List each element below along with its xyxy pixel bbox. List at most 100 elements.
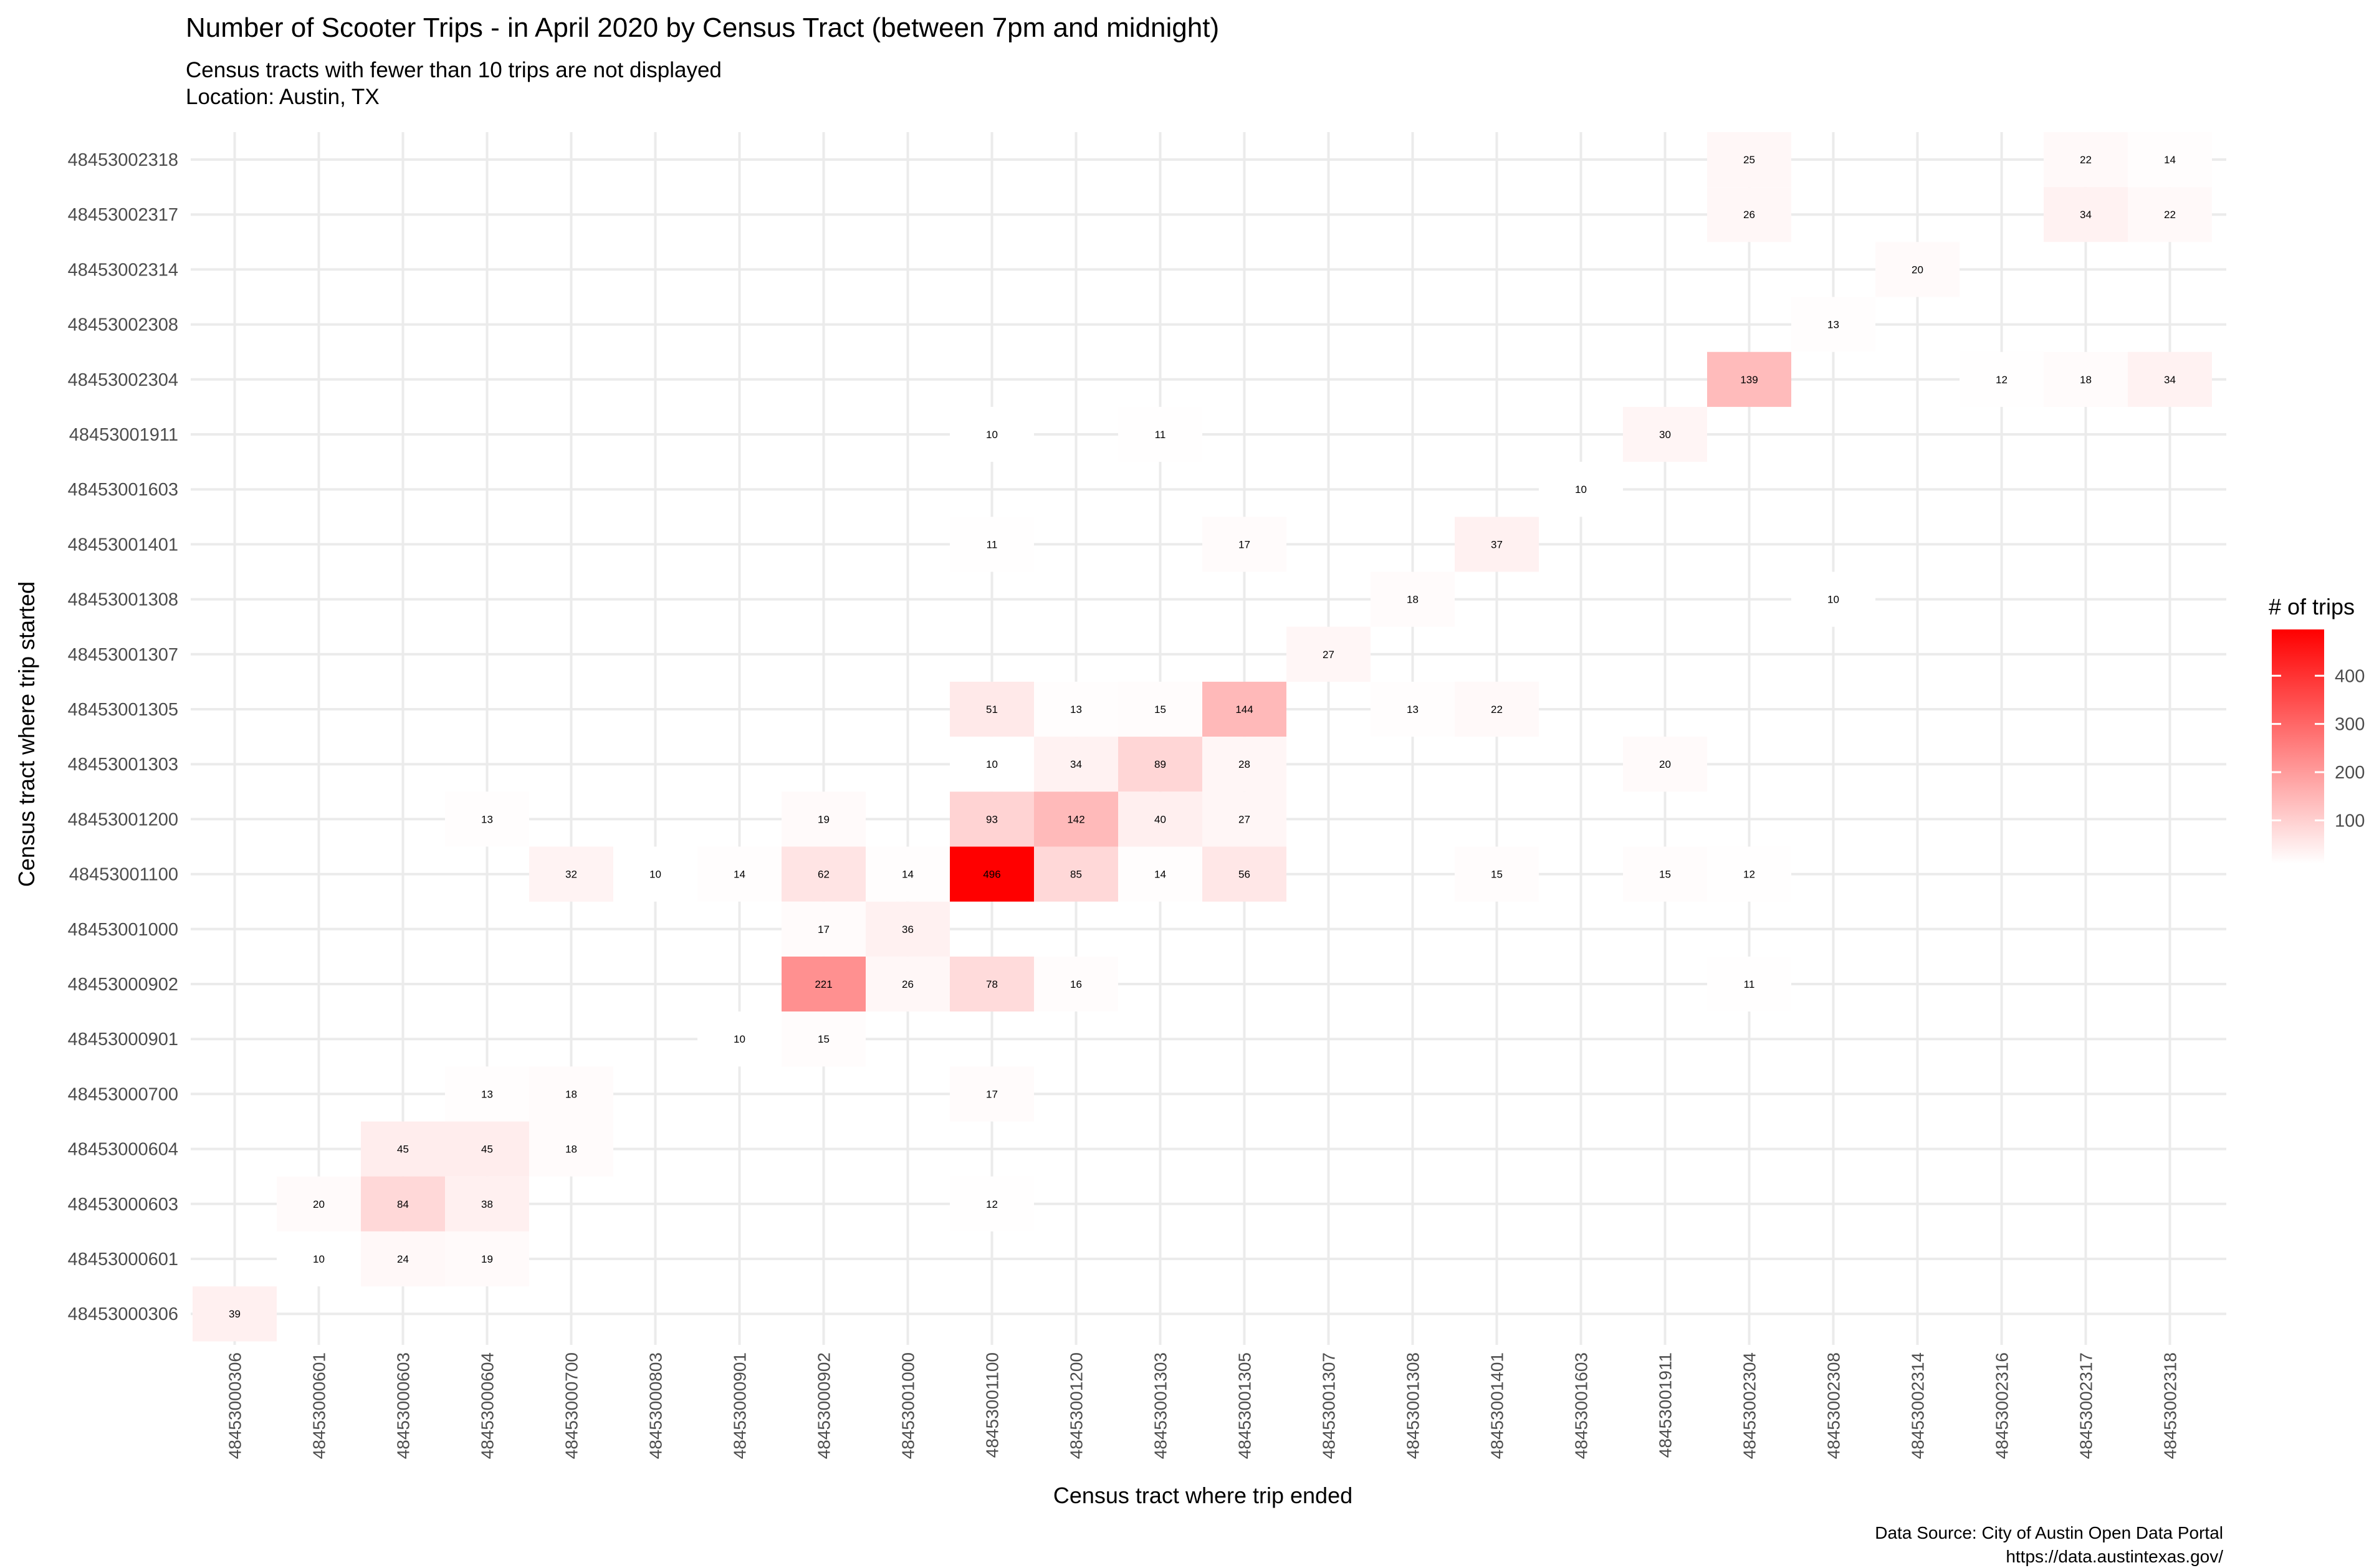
cell-value-label: 18 <box>565 1088 577 1100</box>
cell-value-label: 221 <box>815 978 832 990</box>
color-legend: # of trips 100 200 300 400 <box>2269 594 2365 864</box>
heatmap-cell <box>1960 351 2044 407</box>
heatmap-cells <box>193 131 2212 1342</box>
cell-value-label: 11 <box>1744 978 1755 990</box>
cell-value-label: 18 <box>2080 374 2092 386</box>
cell-value-label: 27 <box>1323 649 1334 661</box>
cell-value-label: 51 <box>986 704 998 715</box>
heatmap-cell <box>529 1121 613 1177</box>
cell-value-label: 89 <box>1154 758 1166 770</box>
cell-value-label: 15 <box>818 1033 830 1045</box>
heatmap-cell <box>1118 406 1202 462</box>
heatmap-cell <box>1202 846 1286 902</box>
cell-value-label: 22 <box>2080 154 2092 166</box>
heatmap-cell <box>1034 956 1118 1012</box>
heatmap-cell <box>866 956 950 1012</box>
cell-value-label: 36 <box>902 924 914 935</box>
cell-value-label: 14 <box>734 869 745 881</box>
heatmap-cell <box>950 681 1034 737</box>
y-tick-label: 48453001305 <box>68 700 178 720</box>
x-tick-label: 48453001911 <box>1656 1352 1675 1458</box>
cell-value-label: 10 <box>313 1253 325 1265</box>
heatmap-cell <box>529 1066 613 1122</box>
x-tick-label: 48453001401 <box>1488 1352 1507 1459</box>
heatmap-cell <box>1875 242 1960 297</box>
cell-value-label: 93 <box>986 813 998 825</box>
cell-value-label: 13 <box>1827 319 1839 331</box>
caption-source: Data Source: City of Austin Open Data Po… <box>1875 1523 2223 1542</box>
cell-value-label: 10 <box>1827 594 1839 606</box>
cell-value-label: 28 <box>1238 758 1250 770</box>
cell-value-label: 62 <box>818 869 830 881</box>
heatmap-cell <box>782 791 866 847</box>
heatmap-cell <box>1455 681 1539 737</box>
heatmap-cell <box>445 1121 529 1177</box>
x-tick-label: 48453000803 <box>646 1352 666 1459</box>
cell-value-label: 20 <box>313 1198 325 1210</box>
cell-value-label: 11 <box>1155 429 1166 441</box>
cell-value-label: 78 <box>986 978 998 990</box>
legend-tick-label: 300 <box>2335 715 2365 735</box>
cell-value-label: 14 <box>1154 869 1166 881</box>
x-tick-label: 48453001603 <box>1572 1352 1591 1459</box>
y-tick-label: 48453000700 <box>68 1084 178 1104</box>
x-tick-label: 48453002304 <box>1740 1352 1759 1459</box>
heatmap-cell <box>782 956 866 1012</box>
heatmap-cell <box>1623 406 1707 462</box>
cell-value-label: 85 <box>1070 869 1082 881</box>
heatmap-cell <box>361 1176 445 1231</box>
heatmap-cell <box>1034 791 1118 847</box>
cell-value-label: 10 <box>986 429 998 441</box>
heatmap-cell <box>1034 846 1118 902</box>
heatmap-cell <box>1118 681 1202 737</box>
y-tick-label: 48453001401 <box>68 535 178 555</box>
heatmap-cell <box>613 846 697 902</box>
cell-value-label: 20 <box>1912 264 1923 275</box>
heatmap-cell <box>1791 297 1875 352</box>
x-axis-title: Census tract where trip ended <box>1053 1483 1352 1508</box>
cell-value-label: 19 <box>818 813 830 825</box>
cell-value-label: 13 <box>481 1088 493 1100</box>
heatmap-cell <box>1034 737 1118 792</box>
cell-value-label: 26 <box>1743 209 1755 221</box>
y-tick-label: 48453000901 <box>68 1030 178 1049</box>
legend-tick-label: 100 <box>2335 811 2365 831</box>
cell-value-label: 13 <box>1407 704 1419 715</box>
legend-ticks: 100 200 300 400 <box>2272 666 2365 831</box>
heatmap-cell <box>1707 846 1791 902</box>
cell-value-label: 20 <box>1659 758 1671 770</box>
cell-value-label: 27 <box>1238 813 1250 825</box>
heatmap-cell <box>277 1231 361 1287</box>
x-tick-label: 48453002314 <box>1908 1352 1928 1459</box>
heatmap-cell <box>1455 846 1539 902</box>
heatmap-cell <box>445 1231 529 1287</box>
chart-subtitle-line-2: Location: Austin, TX <box>186 85 380 109</box>
heatmap-cell <box>1455 517 1539 572</box>
x-tick-label: 48453001307 <box>1319 1352 1339 1459</box>
heatmap-cell <box>2128 131 2212 188</box>
cell-value-label: 17 <box>1238 538 1250 550</box>
chart-title: Number of Scooter Trips - in April 2020 … <box>186 12 1219 43</box>
x-tick-label: 48453002318 <box>2161 1352 2180 1459</box>
y-tick-label: 48453000306 <box>68 1304 178 1324</box>
heatmap-cell <box>1707 187 1791 242</box>
x-axis-ticks: 48453000306 48453000601 48453000603 4845300… <box>226 1352 2180 1459</box>
heatmap-cell <box>782 846 866 902</box>
y-tick-label: 48453000603 <box>68 1195 178 1215</box>
heatmap-cell <box>782 901 866 957</box>
cell-value-label: 18 <box>565 1144 577 1155</box>
heatmap-cell <box>361 1121 445 1177</box>
cell-value-label: 24 <box>397 1253 409 1265</box>
heatmap-cell <box>1118 791 1202 847</box>
cell-value-label: 39 <box>229 1308 241 1320</box>
heatmap-cell <box>950 956 1034 1012</box>
heatmap-cell <box>445 791 529 847</box>
heatmap-cell <box>1286 626 1371 682</box>
heatmap-cell <box>445 1176 529 1231</box>
cell-value-label: 34 <box>2164 374 2176 386</box>
heatmap-cell <box>2044 351 2128 407</box>
heatmap-cell <box>1118 737 1202 792</box>
heatmap-cell <box>950 406 1034 462</box>
cell-value-label: 25 <box>1743 154 1755 166</box>
heatmap-cell <box>1707 956 1791 1012</box>
